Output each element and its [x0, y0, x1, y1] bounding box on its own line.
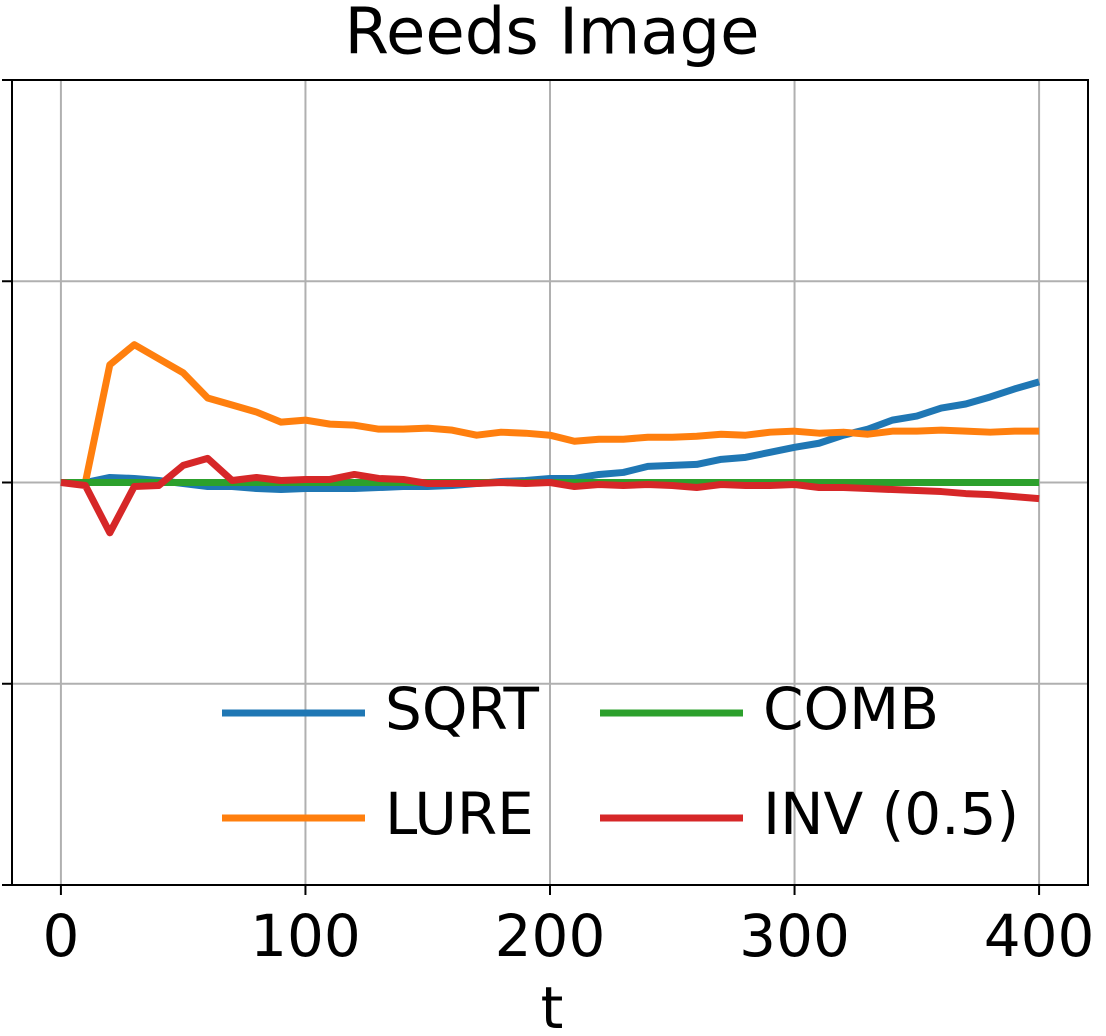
plot-frame: [11, 79, 1089, 886]
x-tick-label: 100: [250, 902, 361, 970]
x-tick-label: 400: [984, 902, 1095, 970]
x-tick-label: 200: [495, 902, 606, 970]
legend-label: SQRT: [385, 675, 540, 743]
chart-title: Reeds Image: [344, 0, 759, 70]
x-axis-label: t: [541, 974, 564, 1036]
legend-label: LURE: [385, 780, 534, 848]
line-series: [60, 454, 1040, 537]
x-tick-label: 300: [739, 902, 850, 970]
x-tick-label: 0: [42, 902, 79, 970]
legend-label: INV (0.5): [763, 780, 1019, 848]
line-series: [60, 378, 1041, 494]
legend-label: COMB: [763, 675, 939, 743]
line-series: [60, 341, 1040, 486]
